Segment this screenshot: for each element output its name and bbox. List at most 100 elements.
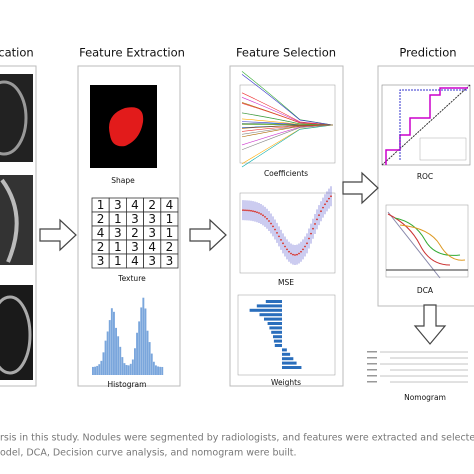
nomogram-label <box>367 381 377 383</box>
weight-bar <box>282 352 291 356</box>
histogram-bar <box>96 365 99 375</box>
caption: odel, DCA, Decision curve analysis, and … <box>0 448 297 459</box>
histogram-bar <box>161 366 164 375</box>
histogram-bar <box>136 332 138 375</box>
grid-number: 1 <box>114 212 122 226</box>
mse-point <box>322 206 324 209</box>
weight-bar <box>256 304 282 308</box>
nomogram-label <box>367 363 377 365</box>
mse-point <box>280 239 282 241</box>
mse-point <box>294 254 296 256</box>
mse-point <box>252 210 254 213</box>
label: Texture <box>117 274 146 283</box>
grid-number: 3 <box>97 254 105 268</box>
grid-number: 2 <box>97 212 105 226</box>
ct-image <box>0 178 19 263</box>
coef-line <box>241 112 334 126</box>
histogram-bar <box>115 327 117 375</box>
nomogram-label <box>367 357 377 359</box>
nomogram-label <box>367 369 377 371</box>
mse-point <box>304 245 306 248</box>
mse-point <box>242 209 244 212</box>
mse-point <box>282 242 284 245</box>
arrow <box>413 304 447 345</box>
ct-image <box>0 285 33 380</box>
mse-point <box>290 252 292 255</box>
histogram-bar <box>98 364 101 375</box>
mse-point <box>296 253 298 256</box>
weight-bar <box>269 326 282 330</box>
mse-point <box>262 214 264 217</box>
roc-legend <box>419 137 467 161</box>
arrow <box>342 171 379 205</box>
arrow <box>189 218 227 252</box>
label: Shape <box>111 176 135 185</box>
grid-number: 3 <box>131 240 139 254</box>
label: Histogram <box>108 380 147 389</box>
grid-number: 3 <box>114 226 122 240</box>
mse-point <box>318 214 320 217</box>
histogram-bar <box>159 366 162 375</box>
histogram-bar <box>140 307 143 375</box>
nomogram-label <box>367 351 377 353</box>
coef-line <box>241 74 334 126</box>
histogram-bar <box>146 330 149 375</box>
weight-bar <box>264 317 282 321</box>
coef-line <box>241 97 334 126</box>
mse-point <box>316 218 318 221</box>
dca-plot <box>399 224 466 261</box>
histogram-bar <box>113 311 115 375</box>
histogram-bar <box>127 365 130 375</box>
mse-point <box>266 217 268 220</box>
grid-number: 1 <box>97 198 105 212</box>
histogram-bar <box>108 320 111 375</box>
mse-point <box>244 209 246 212</box>
label: DCA <box>417 286 434 295</box>
coef-line <box>241 124 334 129</box>
grid-number: 3 <box>166 254 174 268</box>
arrow <box>39 218 77 252</box>
histogram-bar <box>94 366 96 375</box>
histogram-bar <box>131 359 134 375</box>
mse-point <box>250 209 252 212</box>
mse-point <box>274 228 276 231</box>
histogram-bar <box>92 366 94 375</box>
grid-number: 3 <box>114 198 122 212</box>
histogram-bar <box>138 321 141 375</box>
histogram-bar <box>150 353 153 375</box>
weight-bar <box>282 366 302 369</box>
roc-plot <box>381 84 471 166</box>
weight-bar <box>282 348 287 352</box>
weight-bar <box>249 308 282 312</box>
grid-number: 3 <box>131 212 139 226</box>
mse-point <box>312 227 314 230</box>
dca-plot <box>387 213 451 266</box>
mse-point <box>326 200 328 203</box>
histogram-bar <box>142 297 145 375</box>
grid-number: 4 <box>97 226 105 240</box>
histogram-bar <box>123 363 126 375</box>
label: Weights <box>271 378 301 387</box>
grid-number: 1 <box>166 212 174 226</box>
mse-point <box>268 220 270 222</box>
nomogram-label <box>367 375 377 377</box>
mse-point <box>286 248 288 251</box>
histogram-bar <box>119 346 122 375</box>
weight-bar <box>259 313 282 317</box>
shape-image <box>109 107 144 147</box>
grid-number: 3 <box>148 226 156 240</box>
coef-line <box>241 124 334 138</box>
mse-point <box>324 203 326 206</box>
weight-bar <box>282 361 297 365</box>
ct-image <box>0 295 32 375</box>
histogram-bar <box>121 357 124 375</box>
mse-point <box>260 213 262 215</box>
mse-point <box>302 248 304 251</box>
coef-line <box>241 92 334 126</box>
mse-point <box>248 209 250 212</box>
weight-bar <box>273 339 282 343</box>
dca-plot <box>394 217 461 256</box>
grid-number: 4 <box>166 198 174 212</box>
mse-point <box>278 235 280 238</box>
coef-line <box>241 124 334 151</box>
